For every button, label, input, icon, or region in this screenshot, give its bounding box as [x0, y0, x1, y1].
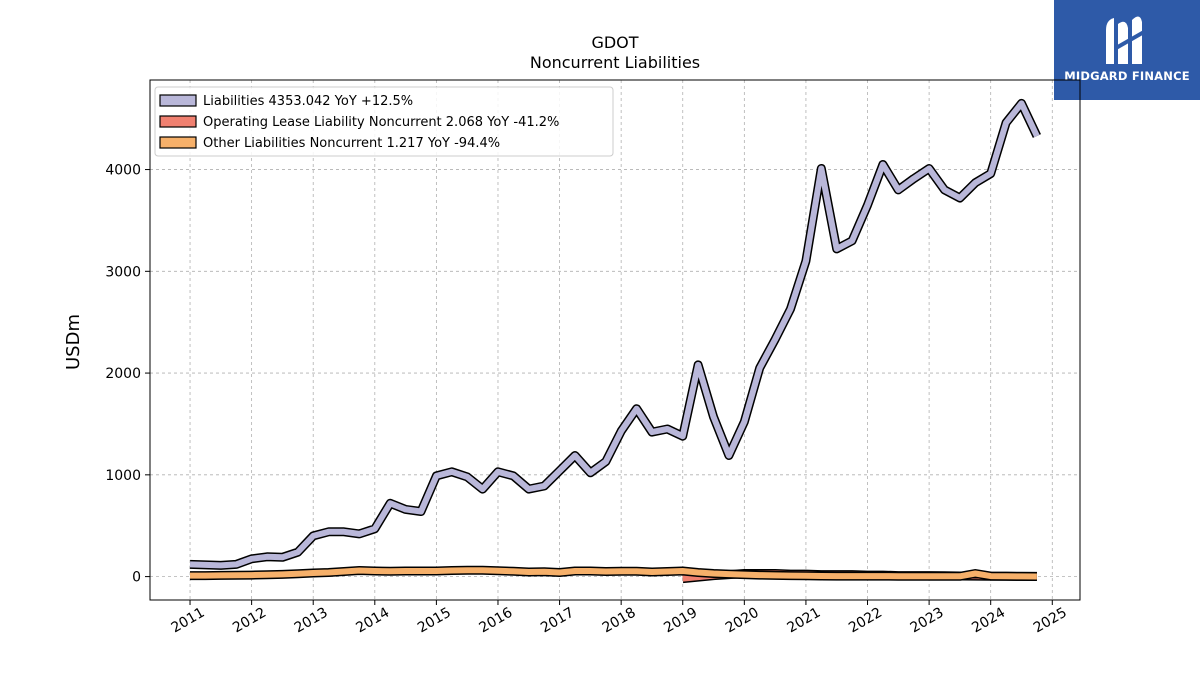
x-tick-label: 2025 [1031, 605, 1070, 637]
x-tick-label: 2021 [784, 605, 823, 637]
x-tick-label: 2012 [230, 605, 269, 637]
legend-box [154, 86, 614, 157]
x-tick-label: 2015 [415, 605, 454, 637]
legend-label-liabilities: Liabilities 4353.042 YoY +12.5% [203, 94, 413, 109]
axis-ticks: 2011 2012 2013 2014 2015 2016 2017 2018 2019 2020… [105, 163, 1069, 637]
x-tick-label: 2017 [538, 605, 577, 637]
legend-swatch-other-liabilities-noncurrent [159, 136, 197, 149]
series-line-liabilities [189, 100, 1040, 569]
y-tick-label: 1000 [105, 468, 141, 484]
grid-lines [150, 80, 1080, 600]
y-tick-label: 3000 [105, 264, 141, 280]
x-tick-label: 2013 [292, 605, 331, 637]
legend-swatch-liabilities [159, 94, 197, 107]
y-tick-label: 4000 [105, 163, 141, 179]
y-tick-label: 0 [132, 570, 141, 586]
plot-area-frame [149, 79, 1081, 601]
y-tick-label: 2000 [105, 366, 141, 382]
x-tick-label: 2018 [600, 605, 639, 637]
legend-label-operating-lease-liability-noncurrent: Operating Lease Liability Noncurrent 2.0… [203, 115, 559, 130]
x-tick-label: 2016 [477, 605, 516, 637]
series-lines [189, 98, 1041, 584]
brand-name: MIDGARD FINANCE [1064, 69, 1190, 83]
legend-label-other-liabilities-noncurrent: Other Liabilities Noncurrent 1.217 YoY -… [203, 136, 500, 151]
midgard-logo-icon [1106, 16, 1145, 65]
y-axis-label: USDm [63, 314, 84, 370]
x-tick-label: 2019 [661, 605, 700, 637]
x-tick-label: 2022 [846, 605, 885, 637]
x-tick-label: 2024 [969, 605, 1008, 637]
x-tick-label: 2023 [908, 605, 947, 637]
brand-logo: MIDGARD FINANCE [1054, 0, 1200, 100]
x-tick-label: 2011 [169, 605, 208, 637]
x-tick-label: 2020 [723, 605, 762, 637]
legend-swatch-operating-lease-liability-noncurrent [159, 115, 197, 128]
chart-title: GDOT [591, 33, 638, 52]
x-tick-label: 2014 [353, 605, 392, 637]
chart-subtitle: Noncurrent Liabilities [530, 53, 700, 72]
series-line-other-liabilities-noncurrent [190, 567, 1037, 580]
series-outline-liabilities [189, 98, 1041, 570]
legend: Liabilities 4353.042 YoY +12.5% Operating… [154, 86, 614, 157]
